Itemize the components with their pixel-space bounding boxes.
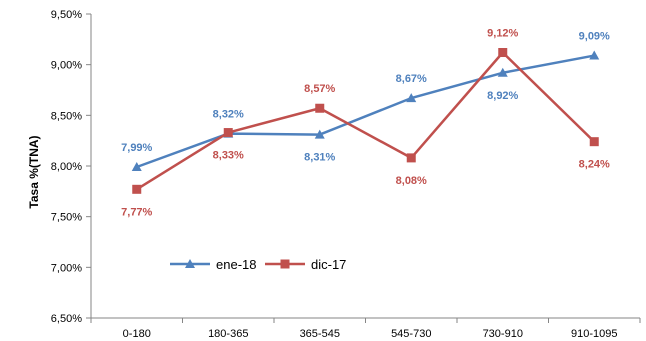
x-tick-label: 730-910: [483, 328, 523, 340]
data-point-dic-17: [132, 184, 142, 194]
x-tick-label: 0-180: [123, 328, 151, 340]
data-label-ene-18: 8,32%: [213, 109, 244, 121]
data-label-ene-18: 8,92%: [487, 90, 518, 102]
data-label-dic-17: 8,57%: [304, 83, 335, 95]
x-tick-label: 365-545: [300, 328, 340, 340]
x-tick-label: 545-730: [391, 328, 431, 340]
data-point-ene-18: [314, 129, 325, 139]
legend: ene-18 dic-17: [170, 257, 346, 272]
y-tick-label: 7,00%: [51, 262, 82, 274]
data-point-dic-17: [498, 48, 508, 58]
y-tick-label: 8,50%: [51, 110, 82, 122]
data-label-dic-17: 8,24%: [579, 159, 610, 171]
y-tick-label: 8,00%: [51, 161, 82, 173]
data-label-dic-17: 7,77%: [121, 206, 152, 218]
data-label-dic-17: 8,08%: [396, 175, 427, 187]
data-point-dic-17: [315, 103, 325, 113]
data-label-dic-17: 8,33%: [213, 150, 244, 162]
axes: [86, 13, 641, 323]
data-point-ene-18: [131, 162, 142, 172]
legend-label-ene-18: ene-18: [216, 257, 256, 272]
data-point-ene-18: [497, 67, 508, 77]
data-point-dic-17: [589, 137, 599, 147]
legend-marker-ene-18: [185, 259, 195, 268]
legend-label-dic-17: dic-17: [311, 257, 346, 272]
data-point-ene-18: [406, 93, 417, 103]
y-tick-label: 9,50%: [51, 9, 82, 21]
y-axis-title-group: Tasa %(TNA): [27, 135, 41, 208]
legend-marker-dic-17: [280, 259, 290, 269]
series-group: [131, 48, 600, 194]
data-label-ene-18: 8,67%: [396, 73, 427, 85]
data-label-ene-18: 7,99%: [121, 142, 152, 154]
data-label-ene-18: 8,31%: [304, 152, 335, 164]
data-label-ene-18: 9,09%: [579, 31, 610, 43]
x-tick-label: 180-365: [208, 328, 248, 340]
y-tick-label: 7,50%: [51, 212, 82, 224]
tick-labels: 6,50% 7,00% 7,50% 8,00% 8,50% 9,00% 9,50% 0-180…: [51, 9, 618, 340]
series-line-dic-17: [136, 51, 596, 191]
y-axis-title: Tasa %(TNA): [27, 135, 41, 208]
data-labels: 7,99% 8,32% 8,31% 8,67% 8,92% 9,09% 7,77% 8,33%…: [121, 28, 610, 219]
data-label-dic-17: 9,12%: [487, 28, 518, 40]
x-tick-label: 910-1095: [571, 328, 618, 340]
y-tick-label: 9,00%: [51, 60, 82, 72]
data-point-dic-17: [406, 153, 416, 163]
data-point-dic-17: [223, 128, 233, 138]
y-tick-label: 6,50%: [51, 313, 82, 325]
series-line-ene-18: [136, 54, 595, 169]
data-point-ene-18: [589, 50, 600, 60]
